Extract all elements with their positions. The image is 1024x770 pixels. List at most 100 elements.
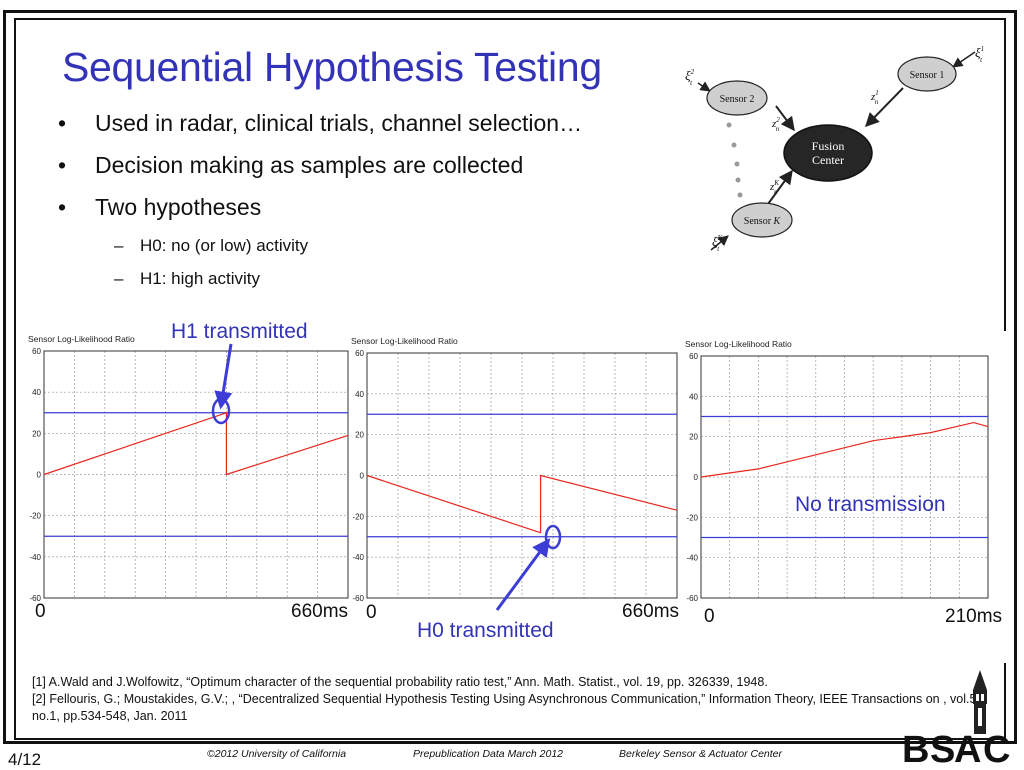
z-2-symbol: z2 n: [771, 116, 780, 133]
bullet-item: • Used in radar, clinical trials, channel…: [58, 110, 582, 152]
y-tick-label: 0: [360, 472, 365, 481]
y-tick-label: -20: [29, 512, 41, 521]
sensor-k-node: [731, 202, 793, 238]
logo-letter-c: C: [983, 729, 1010, 766]
sub-bullet-text: H1: high activity: [140, 269, 260, 288]
h0-pointer-arrow: [495, 538, 551, 611]
llr-chart-h0: Sensor Log-Likelihood Ratio 60 40 20 0 -20 -40…: [351, 336, 678, 601]
bullet-text: Two hypotheses: [95, 194, 262, 220]
llr-series-line: [366, 474, 678, 534]
logo-letter-a: A: [954, 729, 981, 766]
page-number: 4/12: [8, 750, 42, 769]
sensor-2-label: Sensor 2: [720, 94, 755, 105]
reference-2: [2] Fellouris, G.; Moustakides, G.V.; , …: [32, 692, 987, 723]
slide-outer-border: [3, 10, 1017, 744]
y-tick-label: 60: [689, 352, 698, 361]
sub-bullet-item: – H1: high activity: [58, 269, 582, 302]
references: [1] A.Wald and J.Wolfowitz, “Optimum cha…: [32, 674, 992, 725]
h0-transmitted-label: H0 transmitted: [417, 619, 554, 642]
link-arrow-k: [767, 169, 793, 205]
y-tick-label: 60: [32, 347, 41, 356]
llr-chart-h1: Sensor Log-Likelihood Ratio 60 40 20 0 -20 -40…: [28, 334, 349, 601]
reference-1: [1] A.Wald and J.Wolfowitz, “Optimum cha…: [32, 675, 768, 689]
logo-letter-b: B: [902, 729, 929, 766]
sub-bullet-dash: –: [114, 236, 124, 255]
bullet-list: • Used in radar, clinical trials, channel…: [58, 110, 582, 302]
bullet-dot: •: [58, 110, 67, 136]
llr-series-line: [43, 411, 349, 476]
sub-bullet-dash: –: [114, 269, 124, 288]
bullet-text: Used in radar, clinical trials, channel …: [95, 110, 583, 136]
y-tick-label: 0: [694, 473, 699, 482]
ellipsis-dot: [726, 122, 732, 128]
chart-3-x-end-label: 210ms: [945, 606, 1003, 627]
sensor-2-node: [706, 80, 768, 116]
chart-title: Sensor Log-Likelihood Ratio: [685, 339, 792, 349]
chart-1-x-start-label: 0: [35, 601, 46, 622]
y-tick-label: 40: [32, 388, 41, 397]
y-tick-label: -40: [29, 553, 41, 562]
y-tick-label: -40: [686, 554, 698, 563]
sensor-1-node: [897, 56, 957, 92]
link-arrow-2: [775, 105, 795, 132]
llr-chart-none: Sensor Log-Likelihood Ratio 60 40 20 0 -20 -40…: [685, 339, 989, 601]
y-tick-label: -60: [352, 594, 364, 601]
sensor-k-label: Sensor K: [744, 216, 782, 227]
fusion-center-node: [783, 124, 873, 182]
fusion-center-label-line1: Fusion: [812, 139, 845, 153]
input-arrow-k: [710, 235, 729, 251]
y-tick-label: -20: [352, 512, 364, 521]
sensor-1-label: Sensor 1: [910, 70, 945, 81]
campanile-tower-icon: [973, 670, 987, 734]
footer-copyright: ©2012 University of California: [207, 748, 347, 760]
y-tick-label: 40: [355, 390, 364, 399]
charts-background: [21, 331, 1007, 663]
chart-1-x-end-label: 660ms: [291, 601, 349, 622]
footer-prepublication: Prepublication Data March 2012: [413, 748, 564, 760]
footer-center-name: Berkeley Sensor & Actuator Center: [619, 748, 783, 760]
h1-transmitted-label: H1 transmitted: [171, 320, 308, 343]
no-transmission-label: No transmission: [795, 493, 946, 516]
sub-bullet-text: H0: no (or low) activity: [140, 236, 309, 255]
ellipsis-dot: [735, 177, 741, 183]
input-arrow-2: [697, 81, 711, 92]
y-tick-label: -60: [686, 594, 698, 601]
sub-bullet-item: – H0: no (or low) activity: [58, 236, 582, 269]
input-arrow-1: [952, 51, 976, 68]
z-k-symbol: zK n: [769, 179, 779, 196]
y-tick-label: -20: [686, 513, 698, 522]
y-tick-label: 0: [37, 471, 42, 480]
h0-highlight-circle: [544, 524, 562, 550]
ellipsis-dot: [731, 142, 737, 148]
bullet-item: • Two hypotheses: [58, 194, 582, 236]
bullet-text: Decision making as samples are collected: [95, 152, 524, 178]
logo-letter-s: S: [930, 729, 955, 766]
y-tick-label: -40: [352, 553, 364, 562]
y-tick-label: 60: [355, 349, 364, 358]
ellipsis-dot: [734, 161, 740, 167]
slide-title: Sequential Hypothesis Testing: [62, 44, 602, 90]
xi-2-symbol: ξ2 t: [685, 68, 695, 87]
h1-highlight-circle: [211, 397, 231, 425]
chart-title: Sensor Log-Likelihood Ratio: [28, 334, 135, 344]
fusion-center-label-line2: Center: [812, 153, 844, 167]
y-tick-label: 20: [355, 431, 364, 440]
chart-2-x-start-label: 0: [366, 602, 377, 623]
y-tick-label: 20: [32, 429, 41, 438]
bullet-dot: •: [58, 152, 67, 178]
link-arrow-1: [865, 87, 904, 128]
xi-1-symbol: ξ1 t: [975, 45, 984, 64]
fusion-diagram: Sensor 1 Sensor 2 Sensor K Fusion Center…: [685, 45, 984, 253]
h1-pointer-arrow: [214, 343, 233, 410]
llr-series-line: [700, 421, 989, 478]
bsac-wordmark: B S A C: [902, 729, 1010, 766]
bullet-dot: •: [58, 194, 67, 220]
chart-title: Sensor Log-Likelihood Ratio: [351, 336, 458, 346]
bullet-item: • Decision making as samples are collecte…: [58, 152, 582, 194]
chart-3-x-start-label: 0: [704, 606, 715, 627]
xi-k-symbol: ξK t: [712, 234, 723, 253]
y-tick-label: 20: [689, 433, 698, 442]
bsac-logo: B S A C: [902, 670, 1010, 766]
chart-2-x-end-label: 660ms: [622, 601, 680, 622]
